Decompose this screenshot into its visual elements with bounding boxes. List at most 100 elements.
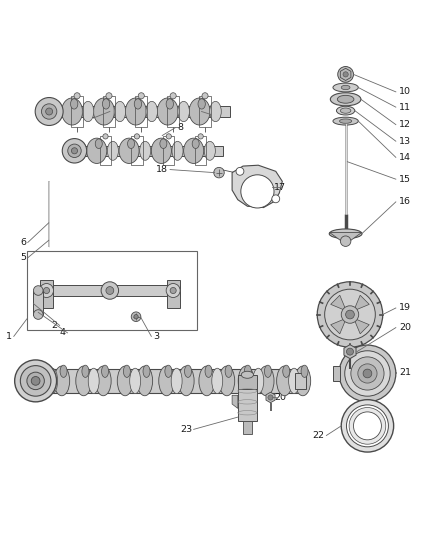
Circle shape <box>170 93 176 99</box>
Ellipse shape <box>40 365 47 377</box>
Circle shape <box>42 104 57 119</box>
Circle shape <box>349 408 386 444</box>
Text: 13: 13 <box>399 136 411 146</box>
Ellipse shape <box>143 365 150 377</box>
Ellipse shape <box>283 365 290 377</box>
Polygon shape <box>266 392 275 403</box>
Circle shape <box>106 287 114 294</box>
Circle shape <box>131 312 141 321</box>
Ellipse shape <box>277 366 292 395</box>
Ellipse shape <box>134 99 141 109</box>
Text: 2: 2 <box>51 321 57 330</box>
Circle shape <box>202 93 208 99</box>
Circle shape <box>106 93 112 99</box>
Ellipse shape <box>88 368 99 393</box>
Ellipse shape <box>178 101 189 122</box>
Text: 16: 16 <box>399 197 411 206</box>
Circle shape <box>268 395 273 400</box>
Bar <box>243 421 252 434</box>
Text: 1: 1 <box>6 332 12 341</box>
Circle shape <box>343 72 348 77</box>
Polygon shape <box>232 395 238 408</box>
Ellipse shape <box>172 141 183 160</box>
Ellipse shape <box>124 365 131 377</box>
Text: 6: 6 <box>20 238 26 247</box>
Bar <box>19 369 306 393</box>
Circle shape <box>272 195 280 203</box>
Ellipse shape <box>71 99 78 109</box>
Ellipse shape <box>137 366 152 395</box>
Circle shape <box>346 405 389 447</box>
Ellipse shape <box>189 98 210 125</box>
Circle shape <box>338 67 353 82</box>
Text: 9: 9 <box>213 110 219 119</box>
Circle shape <box>363 369 372 378</box>
Circle shape <box>33 286 43 295</box>
Circle shape <box>46 108 53 115</box>
Circle shape <box>134 314 138 319</box>
Ellipse shape <box>171 368 182 393</box>
Ellipse shape <box>82 101 94 122</box>
Ellipse shape <box>102 365 109 377</box>
Circle shape <box>325 289 375 340</box>
Text: 20: 20 <box>399 323 411 332</box>
Ellipse shape <box>184 365 191 377</box>
Ellipse shape <box>125 98 146 125</box>
Ellipse shape <box>165 365 172 377</box>
Ellipse shape <box>241 372 254 378</box>
Circle shape <box>27 372 44 390</box>
Polygon shape <box>340 68 351 80</box>
Circle shape <box>62 139 87 163</box>
Ellipse shape <box>166 99 173 109</box>
Ellipse shape <box>340 108 351 113</box>
Text: 12: 12 <box>399 120 411 129</box>
Circle shape <box>341 306 359 323</box>
Ellipse shape <box>160 139 167 149</box>
Ellipse shape <box>127 139 134 149</box>
Text: 20: 20 <box>274 393 286 402</box>
Ellipse shape <box>205 365 212 377</box>
Circle shape <box>241 175 274 208</box>
Bar <box>195 136 206 165</box>
Text: 22: 22 <box>313 431 325 440</box>
Text: 3: 3 <box>153 332 159 341</box>
Ellipse shape <box>198 99 205 109</box>
Circle shape <box>353 412 381 440</box>
Circle shape <box>198 134 203 139</box>
Ellipse shape <box>146 101 158 122</box>
Ellipse shape <box>50 101 62 122</box>
Circle shape <box>14 360 57 402</box>
Circle shape <box>346 310 354 319</box>
Circle shape <box>166 284 180 297</box>
Ellipse shape <box>210 101 221 122</box>
Text: 10: 10 <box>399 87 411 96</box>
Text: 8: 8 <box>177 123 183 132</box>
Ellipse shape <box>54 366 70 395</box>
Ellipse shape <box>253 368 264 393</box>
Circle shape <box>166 134 171 139</box>
Text: 15: 15 <box>399 175 411 184</box>
Text: 19: 19 <box>399 303 411 312</box>
Circle shape <box>74 93 80 99</box>
Ellipse shape <box>95 139 102 149</box>
Ellipse shape <box>238 366 254 395</box>
Circle shape <box>339 345 396 402</box>
Circle shape <box>68 144 81 158</box>
Text: 17: 17 <box>274 182 286 191</box>
Text: 23: 23 <box>180 425 192 434</box>
Bar <box>40 280 53 308</box>
Ellipse shape <box>130 368 141 393</box>
Bar <box>33 290 43 314</box>
Circle shape <box>214 167 224 178</box>
Circle shape <box>345 351 390 396</box>
Circle shape <box>33 310 43 319</box>
Ellipse shape <box>329 229 362 239</box>
Bar <box>27 251 197 330</box>
Ellipse shape <box>102 99 110 109</box>
Bar <box>295 373 306 389</box>
Bar <box>166 280 180 308</box>
Bar <box>199 96 211 127</box>
Bar <box>135 96 148 127</box>
Ellipse shape <box>333 83 358 92</box>
Ellipse shape <box>295 366 311 395</box>
